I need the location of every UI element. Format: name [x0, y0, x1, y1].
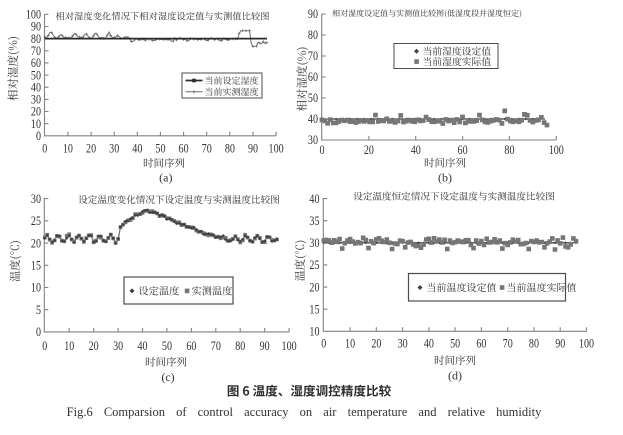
svg-text:Fig.6 Comparsion of control: Fig.6 Comparsion of control accuracy on … — [67, 405, 542, 419]
svg-text:30: 30 — [113, 340, 123, 353]
svg-text:10: 10 — [31, 118, 41, 131]
svg-text:60: 60 — [476, 338, 486, 351]
svg-text:40: 40 — [132, 143, 142, 156]
svg-text:50: 50 — [155, 143, 165, 156]
svg-text:100: 100 — [549, 144, 564, 157]
svg-text:(d): (d) — [448, 369, 462, 383]
svg-text:30: 30 — [309, 237, 319, 250]
svg-text:0: 0 — [42, 143, 47, 156]
svg-text:50: 50 — [31, 69, 41, 82]
svg-text:70: 70 — [503, 338, 513, 351]
svg-text:25: 25 — [309, 259, 319, 272]
svg-text:40: 40 — [411, 144, 421, 157]
svg-text:70: 70 — [308, 50, 318, 63]
svg-text:40: 40 — [424, 338, 434, 351]
svg-text:80: 80 — [235, 340, 245, 353]
svg-text:40: 40 — [31, 81, 41, 94]
svg-text:90: 90 — [308, 8, 318, 21]
svg-text:10: 10 — [63, 143, 73, 156]
svg-text:60: 60 — [186, 340, 196, 353]
svg-text:10: 10 — [309, 326, 319, 339]
svg-text:100: 100 — [282, 340, 297, 353]
svg-text:10: 10 — [64, 340, 74, 353]
svg-text:80: 80 — [529, 338, 539, 351]
svg-text:30: 30 — [31, 94, 41, 107]
svg-text:(a): (a) — [159, 170, 172, 184]
svg-text:(b): (b) — [438, 171, 452, 185]
svg-text:80: 80 — [308, 29, 318, 42]
svg-text:100: 100 — [579, 338, 594, 351]
svg-text:50: 50 — [450, 338, 460, 351]
svg-text:5: 5 — [36, 304, 41, 317]
svg-text:100: 100 — [26, 9, 41, 22]
svg-text:0: 0 — [319, 144, 324, 157]
svg-text:80: 80 — [225, 143, 235, 156]
svg-text:0: 0 — [36, 130, 41, 143]
svg-text:15: 15 — [31, 260, 41, 273]
svg-text:20: 20 — [89, 340, 99, 353]
svg-text:60: 60 — [458, 144, 468, 157]
svg-text:90: 90 — [260, 340, 270, 353]
svg-text:25: 25 — [31, 215, 41, 228]
svg-text:40: 40 — [137, 340, 147, 353]
svg-text:10: 10 — [31, 282, 41, 295]
svg-text:70: 70 — [202, 143, 212, 156]
svg-text:70: 70 — [31, 45, 41, 58]
svg-text:30: 30 — [31, 193, 41, 206]
svg-text:20: 20 — [364, 144, 374, 157]
svg-text:30: 30 — [308, 134, 318, 147]
svg-text:(c): (c) — [161, 370, 174, 384]
svg-text:40: 40 — [309, 193, 319, 206]
svg-text:60: 60 — [308, 71, 318, 84]
svg-text:90: 90 — [555, 338, 565, 351]
svg-text:15: 15 — [309, 303, 319, 316]
svg-text:90: 90 — [248, 143, 258, 156]
svg-text:20: 20 — [31, 237, 41, 250]
svg-text:20: 20 — [31, 106, 41, 119]
svg-text:35: 35 — [309, 215, 319, 228]
svg-text:10: 10 — [345, 338, 355, 351]
svg-text:0: 0 — [42, 340, 47, 353]
svg-text:70: 70 — [211, 340, 221, 353]
svg-text:0: 0 — [36, 326, 41, 339]
svg-text:20: 20 — [309, 281, 319, 294]
svg-text:90: 90 — [31, 21, 41, 34]
svg-text:40: 40 — [308, 113, 318, 126]
svg-text:80: 80 — [31, 33, 41, 46]
svg-text:30: 30 — [398, 338, 408, 351]
svg-text:30: 30 — [109, 143, 119, 156]
svg-text:60: 60 — [31, 57, 41, 70]
svg-text:50: 50 — [162, 340, 172, 353]
svg-text:0: 0 — [321, 338, 326, 351]
svg-text:60: 60 — [179, 143, 189, 156]
svg-text:100: 100 — [269, 143, 284, 156]
svg-text:20: 20 — [86, 143, 96, 156]
svg-text:80: 80 — [504, 144, 514, 157]
svg-text:50: 50 — [308, 92, 318, 105]
svg-text:20: 20 — [371, 338, 381, 351]
